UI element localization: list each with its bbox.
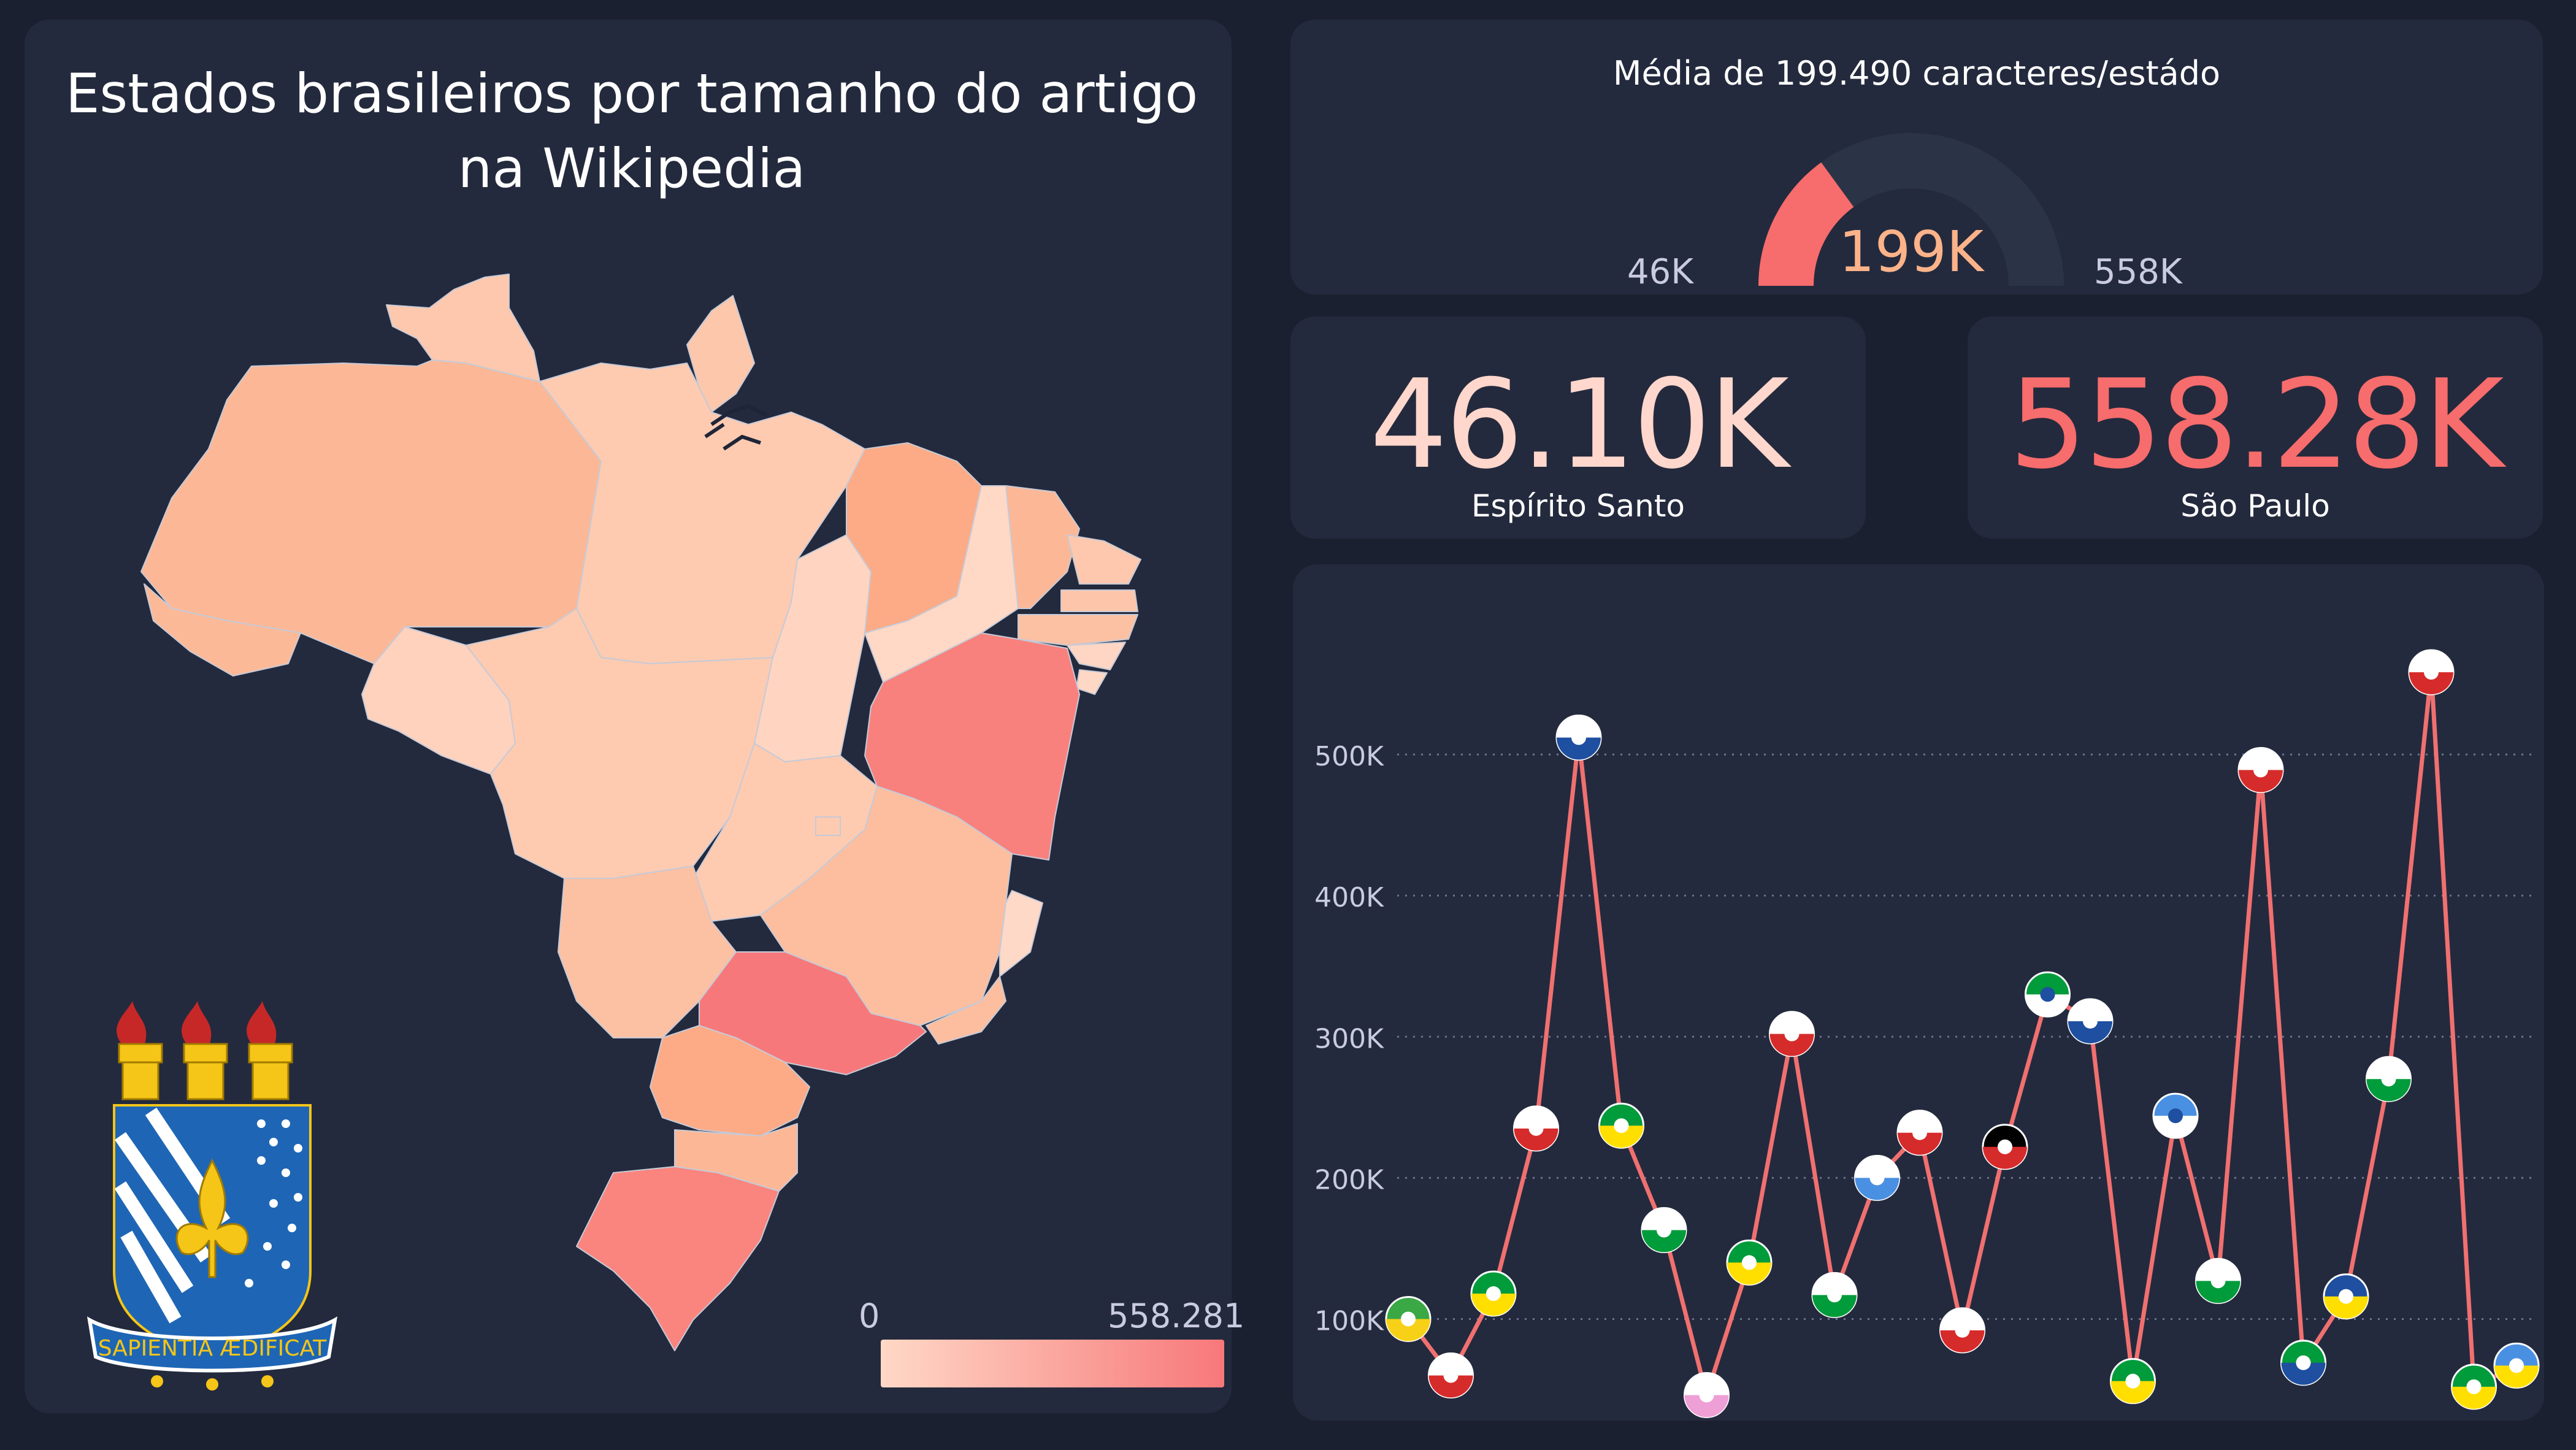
line-chart[interactable]: 100K 200K 300K 400K 500K	[1293, 564, 2544, 1421]
state-sergipe[interactable]	[1076, 669, 1108, 695]
state-rio-de-janeiro[interactable]	[926, 976, 1006, 1045]
university-crest-logo: SAPIENTIA ÆDIFICAT	[87, 1001, 337, 1391]
gauge-fill	[1758, 162, 1855, 287]
colorbar-min-label: 0	[859, 1297, 880, 1335]
max-kpi-state: São Paulo	[2180, 488, 2330, 524]
state-bahia[interactable]	[864, 632, 1080, 861]
colorbar	[881, 1340, 1224, 1387]
tocantins-flag-icon[interactable]	[2493, 1342, 2540, 1389]
gauge-title: Média de 199.490 caracteres/estádo	[1612, 54, 2221, 93]
roraima-flag-icon[interactable]	[2323, 1273, 2369, 1320]
y-tick-label: 500K	[1314, 741, 1384, 772]
parana-flag-icon[interactable]	[2025, 971, 2071, 1018]
rio-grande-do-norte-flag-icon[interactable]	[2195, 1257, 2241, 1304]
santa-catarina-flag-icon[interactable]	[2366, 1056, 2412, 1102]
amazonas-flag-icon[interactable]	[1513, 1105, 1559, 1152]
min-kpi-value: 46.10K	[1370, 353, 1789, 496]
rio-grande-do-sul-flag-icon[interactable]	[2237, 746, 2284, 793]
gauge-value-label: 199K	[1839, 219, 1985, 285]
alagoas-flag-icon[interactable]	[1428, 1352, 1474, 1398]
y-tick-label: 200K	[1314, 1164, 1384, 1195]
state-acre[interactable]	[144, 583, 301, 677]
max-kpi-card: 558.28K São Paulo	[1968, 316, 2543, 539]
line-chart-panel: 100K 200K 300K 400K 500K	[1293, 564, 2544, 1421]
maranhao-flag-icon[interactable]	[1769, 1011, 1815, 1057]
state-espirito-santo[interactable]	[999, 890, 1043, 977]
amapa-flag-icon[interactable]	[1470, 1270, 1517, 1317]
state-alagoas[interactable]	[1067, 642, 1126, 670]
state-rio-grande-do-sul[interactable]	[576, 1166, 780, 1351]
colorbar-max-label: 558.281	[1108, 1297, 1245, 1335]
gauge-max-label: 558K	[2094, 252, 2183, 292]
piaui-flag-icon[interactable]	[2110, 1358, 2156, 1405]
state-pernambuco[interactable]	[1018, 614, 1138, 646]
gauge-chart[interactable]: 46K 558K 199K	[1290, 20, 2543, 294]
distrito-federal-flag-icon[interactable]	[1641, 1206, 1687, 1253]
minas-gerais-flag-icon[interactable]	[1896, 1110, 1943, 1156]
ceara-flag-icon[interactable]	[1598, 1102, 1644, 1149]
logo-motto: SAPIENTIA ÆDIFICAT	[98, 1336, 328, 1361]
y-tick-label: 400K	[1314, 882, 1384, 913]
map-title: Estados brasileiros por tamanho do artig…	[65, 62, 1198, 200]
state-ceara[interactable]	[1005, 485, 1080, 609]
state-distrito-federal[interactable]	[815, 816, 841, 836]
bahia-flag-icon[interactable]	[1555, 714, 1602, 761]
para-flag-icon[interactable]	[1939, 1307, 1985, 1354]
brazil-choropleth-map[interactable]	[25, 20, 1232, 1413]
espirito-santo-flag-icon[interactable]	[1684, 1371, 1730, 1418]
mato-grosso-flag-icon[interactable]	[1811, 1272, 1858, 1318]
max-kpi-value: 558.28K	[2009, 353, 2504, 496]
sao-paulo-flag-icon[interactable]	[2408, 649, 2455, 696]
map-panel: Estados brasileiros por tamanho do artig…	[25, 20, 1244, 1413]
mato-grosso-do-sul-flag-icon[interactable]	[1854, 1154, 1900, 1201]
state-rio-grande-do-norte[interactable]	[1067, 534, 1141, 585]
y-tick-label: 300K	[1314, 1023, 1384, 1054]
y-tick-label: 100K	[1314, 1305, 1384, 1337]
paraiba-flag-icon[interactable]	[1982, 1124, 2028, 1170]
min-kpi-card: 46.10K Espírito Santo	[1290, 316, 1866, 539]
amazon-delta	[704, 404, 768, 451]
acre-flag-icon[interactable]	[1385, 1295, 1432, 1342]
state-parana[interactable]	[650, 1025, 810, 1137]
min-kpi-state: Espírito Santo	[1471, 488, 1685, 524]
pernambuco-flag-icon[interactable]	[2067, 998, 2114, 1045]
rio-de-janeiro-flag-icon[interactable]	[2152, 1092, 2199, 1139]
state-roraima[interactable]	[386, 274, 540, 382]
state-paraiba[interactable]	[1060, 589, 1138, 612]
goias-flag-icon[interactable]	[1726, 1239, 1773, 1286]
gauge-min-label: 46K	[1627, 252, 1694, 292]
sergipe-flag-icon[interactable]	[2451, 1364, 2497, 1410]
gauge-panel: Média de 199.490 caracteres/estádo 46K 5…	[1290, 20, 2543, 294]
rondonia-flag-icon[interactable]	[2280, 1340, 2326, 1386]
